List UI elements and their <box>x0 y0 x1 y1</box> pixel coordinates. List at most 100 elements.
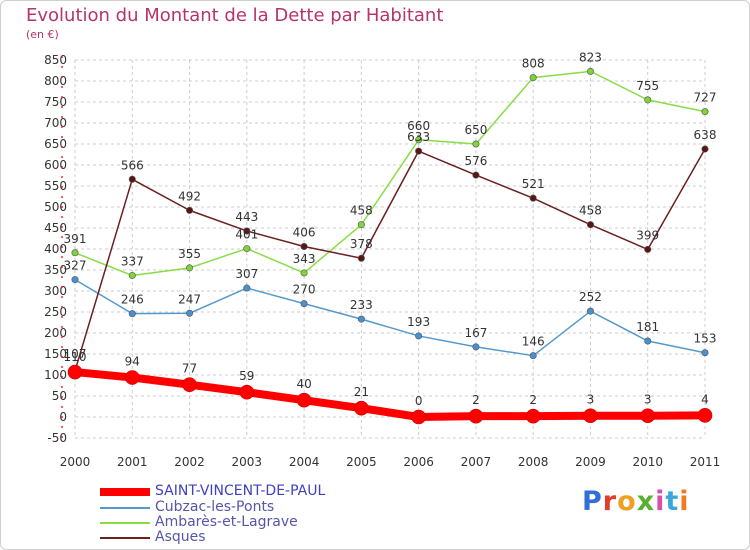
x-tick-label: 2007 <box>461 455 492 469</box>
x-tick-label: 2002 <box>174 455 205 469</box>
x-tick-label: 2006 <box>403 455 434 469</box>
legend-swatch-asques <box>100 537 150 539</box>
data-label-0: 2 <box>472 393 480 407</box>
y-tick-label: 250 <box>44 305 67 319</box>
data-label-3: 566 <box>121 158 144 172</box>
data-point-3 <box>243 227 251 235</box>
data-point-1 <box>529 352 537 360</box>
data-point-3 <box>415 147 423 155</box>
data-label-2: 337 <box>121 254 144 268</box>
data-point-2 <box>128 271 136 279</box>
data-label-2: 650 <box>464 123 487 137</box>
data-point-3 <box>357 254 365 262</box>
data-label-2: 823 <box>579 50 602 64</box>
data-label-3: 443 <box>235 210 258 224</box>
x-tick-label: 2010 <box>632 455 663 469</box>
x-tick-label: 2004 <box>289 455 320 469</box>
proxiti-logo: Proxiti <box>582 486 690 517</box>
x-tick-label: 2009 <box>575 455 606 469</box>
data-point-0 <box>640 408 656 424</box>
y-tick-label: 500 <box>44 200 67 214</box>
data-point-2 <box>586 67 594 75</box>
data-label-3: 406 <box>293 225 316 239</box>
logo-letter: i <box>679 486 690 517</box>
data-point-0 <box>697 408 713 423</box>
grid-lines <box>74 59 706 439</box>
y-tick-label: 550 <box>44 179 67 193</box>
data-label-2: 401 <box>235 228 258 242</box>
data-label-0: 77 <box>182 362 197 376</box>
y-tick-label: 400 <box>44 242 67 256</box>
logo-letter: t <box>665 486 680 517</box>
series-line-3 <box>74 148 706 372</box>
x-tick-label: 2008 <box>518 455 549 469</box>
data-point-3 <box>472 171 480 179</box>
data-label-2: 355 <box>178 247 201 261</box>
chart-title: Evolution du Montant de la Dette par Hab… <box>26 5 444 26</box>
legend-label-saint-vincent: SAINT-VINCENT-DE-PAUL <box>155 483 326 499</box>
chart-unit-label: (en €) <box>26 28 59 41</box>
y-tick-label: 750 <box>44 95 67 109</box>
data-label-3: 378 <box>350 237 373 251</box>
data-label-3: 458 <box>579 204 602 218</box>
y-tick-label: 600 <box>44 158 67 172</box>
logo-letter: i <box>655 486 666 517</box>
data-point-2 <box>415 136 423 144</box>
data-label-1: 270 <box>293 283 316 297</box>
logo-letter: x <box>636 486 656 517</box>
y-tick-label: -50 <box>47 431 67 445</box>
legend-label-ambares: Ambarès-et-Lagrave <box>155 514 298 530</box>
data-point-1 <box>415 332 423 340</box>
data-label-3: 110 <box>64 350 87 364</box>
data-label-0: 94 <box>125 355 140 369</box>
data-point-0 <box>296 392 312 408</box>
data-point-0 <box>354 400 369 416</box>
axes: -500501001502002503003504004505005506006… <box>44 53 720 469</box>
logo-letter: o <box>617 486 637 517</box>
data-point-2 <box>644 96 652 104</box>
data-point-2 <box>71 249 79 257</box>
data-label-3: 521 <box>522 177 545 191</box>
data-point-2 <box>529 74 537 82</box>
data-point-3 <box>644 245 652 253</box>
data-point-2 <box>357 221 365 229</box>
data-label-1: 252 <box>579 290 602 304</box>
y-tick-label: 650 <box>44 137 67 151</box>
data-label-1: 181 <box>636 320 659 334</box>
data-point-3 <box>701 145 709 153</box>
data-label-0: 3 <box>587 393 595 407</box>
data-point-0 <box>411 409 426 425</box>
x-tick-label: 2001 <box>117 455 148 469</box>
data-label-0: 0 <box>415 394 423 408</box>
data-label-1: 233 <box>350 298 373 312</box>
data-label-1: 327 <box>64 259 87 273</box>
y-tick-label: 800 <box>44 74 67 88</box>
data-point-3 <box>186 206 194 214</box>
data-point-3 <box>300 242 308 250</box>
series-line-2 <box>74 70 706 277</box>
data-point-0 <box>239 384 255 400</box>
legend-item-cubzac: Cubzac-les-Ponts <box>100 499 360 516</box>
data-point-0 <box>583 408 598 424</box>
data-point-2 <box>300 269 308 277</box>
legend-item-saint-vincent: SAINT-VINCENT-DE-PAUL <box>100 483 360 500</box>
y-tick-label: 450 <box>44 221 67 235</box>
data-point-2 <box>186 264 194 272</box>
data-point-2 <box>472 140 480 148</box>
y-tick-label: 300 <box>44 284 67 298</box>
data-label-1: 247 <box>178 292 201 306</box>
y-tick-label: 0 <box>59 410 67 424</box>
x-tick-label: 2011 <box>690 455 721 469</box>
data-label-3: 633 <box>407 130 430 144</box>
data-point-0 <box>468 408 484 424</box>
data-label-1: 167 <box>464 326 487 340</box>
data-label-0: 3 <box>644 393 652 407</box>
y-tick-label: 200 <box>44 326 67 340</box>
data-label-1: 146 <box>522 335 545 349</box>
logo-letter: r <box>602 486 618 517</box>
data-point-0 <box>182 377 197 392</box>
data-label-1: 246 <box>121 293 144 307</box>
